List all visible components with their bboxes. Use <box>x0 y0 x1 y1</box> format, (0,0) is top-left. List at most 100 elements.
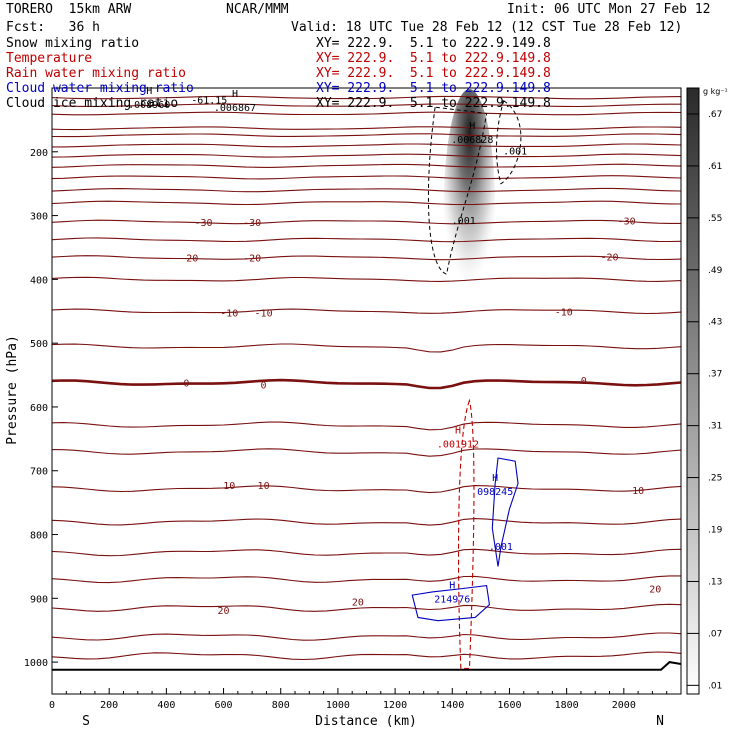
isotherm-line <box>52 111 681 116</box>
temperature-label: -20 <box>243 254 261 265</box>
snow-plume <box>443 89 496 335</box>
model-title: TORERO 15km ARW <box>6 2 132 17</box>
temperature-label: -20 <box>180 254 198 265</box>
colorbar-tick-label: .37 <box>708 370 722 380</box>
snow-contour <box>427 106 488 275</box>
x-tick-label: 0 <box>49 700 55 711</box>
y-tick-label: 700 <box>30 467 48 478</box>
isotherm-line <box>52 421 681 431</box>
init-time: Init: 06 UTC Mon 27 Feb 12 <box>507 2 711 17</box>
isotherm-line <box>52 143 681 148</box>
isotherm-line <box>52 153 681 158</box>
surface-line <box>52 661 681 671</box>
south-label: S <box>82 714 90 729</box>
isotherm-line <box>52 276 681 282</box>
isotherm-line <box>52 575 681 584</box>
forecast-hour: Fcst: 36 h <box>6 20 100 35</box>
temperature-label: 0 <box>183 379 189 390</box>
legend-cloud-ice-xy: XY= 222.9. 5.1 to 222.9.149.8 <box>316 96 551 111</box>
colorbar-tick-label: .31 <box>708 422 722 432</box>
rain-contour <box>457 398 475 670</box>
isotherm-line <box>52 255 681 261</box>
isotherm-line <box>52 378 681 390</box>
x-tick-label: 200 <box>100 700 118 711</box>
contour-labels: -30 -30 -30 -20 -20 -20 -10 -10 -10 0 0 0 10 10 10 20 20… <box>128 86 661 617</box>
x-tick-label: 2000 <box>612 700 636 711</box>
colorbar-tick-label: .07 <box>708 629 722 639</box>
isotherm-line <box>52 485 681 494</box>
colorbar-tick-label: .25 <box>708 474 722 484</box>
isotherm-line <box>52 95 681 100</box>
legend-temperature-xy: XY= 222.9. 5.1 to 222.9.149.8 <box>316 51 551 66</box>
org-title: NCAR/MMM <box>226 2 289 17</box>
isotherm-line <box>52 308 681 315</box>
temperature-label: -30 <box>195 218 213 229</box>
y-tick-label: 1000 <box>24 658 48 669</box>
colorbar-tick-label: .49 <box>708 266 723 276</box>
extremum-value: 214976 <box>434 594 470 605</box>
legend-temperature: Temperature <box>6 51 93 66</box>
y-tick-label: 200 <box>30 148 48 159</box>
isotherm-line <box>52 126 681 131</box>
temperature-label: 20 <box>218 606 230 617</box>
extremum-value: .006828 <box>451 135 493 146</box>
isotherm-line <box>52 175 681 180</box>
temperature-label: 10 <box>223 481 235 492</box>
x-tick-label: 1000 <box>326 700 350 711</box>
y-tick-label: 300 <box>30 212 48 223</box>
legend-rain: Rain water mixing ratio <box>6 66 187 81</box>
extremum-value: .001912 <box>437 439 479 450</box>
colorbar-tick-label: .55 <box>708 214 722 224</box>
isotherm-line <box>52 548 681 557</box>
temperature-label: 20 <box>352 598 364 609</box>
isotherm-line <box>52 651 681 661</box>
isotherm-line <box>52 219 681 225</box>
extremum-marker: H <box>449 580 455 591</box>
temperature-label: 20 <box>649 585 661 596</box>
colorbar-tick-label: .61 <box>708 162 722 172</box>
colorbar-ticks: .67 .61 .55 .49 .43 .37 .31 .25 .19 .13 .07 .01 <box>687 110 723 691</box>
mixing-ratio-contours <box>411 99 522 670</box>
y-tick-label: 400 <box>30 275 48 286</box>
isotherm-line <box>52 632 681 641</box>
x-tick-label: 600 <box>215 700 233 711</box>
isotherm-line <box>52 448 681 457</box>
y-axis-label: Pressure (hPa) <box>5 335 20 445</box>
legend-rain-xy: XY= 222.9. 5.1 to 222.9.149.8 <box>316 66 551 81</box>
x-tick-label: 1400 <box>440 700 464 711</box>
x-tick-label: 1800 <box>555 700 579 711</box>
extremum-value: .001 <box>452 216 476 227</box>
x-tick-label: 400 <box>157 700 175 711</box>
colorbar-tick-label: .19 <box>708 526 723 536</box>
ice-contour <box>496 99 522 185</box>
isotherm-line <box>52 603 681 612</box>
valid-time: Valid: 18 UTC Tue 28 Feb 12 (12 CST Tue … <box>291 20 683 35</box>
extremum-value: .008960 <box>128 100 170 111</box>
colorbar-unit: g kg⁻¹ <box>703 87 728 96</box>
x-tick-label: 800 <box>272 700 290 711</box>
legend-cloud-ice: Cloud ice mixing ratio <box>6 96 179 111</box>
x-tick-label: 1200 <box>383 700 407 711</box>
temperature-label: -30 <box>618 217 636 228</box>
temperature-label: -10 <box>255 309 273 320</box>
extremum-value: -61.15 <box>191 95 227 106</box>
colorbar-tick-label: .13 <box>708 577 722 587</box>
snow-mixing-shading <box>443 89 496 335</box>
colorbar-tick-label: .43 <box>708 318 722 328</box>
y-tick-label: 500 <box>30 339 48 350</box>
extremum-marker: H <box>469 121 475 132</box>
isotherm-line <box>52 187 681 193</box>
temperature-label: 10 <box>258 481 270 492</box>
legend-snow-xy: XY= 222.9. 5.1 to 222.9.149.8 <box>316 36 551 51</box>
extremum-marker: H <box>455 425 461 436</box>
y-tick-label: 600 <box>30 403 48 414</box>
colorbar <box>686 87 700 695</box>
temperature-label: 0 <box>581 376 587 387</box>
extremum-marker: H <box>232 89 238 100</box>
isotherm-line <box>52 133 681 138</box>
isotherm-line <box>52 103 681 108</box>
x-axis-label: Distance (km) <box>315 714 417 729</box>
colorbar-tick-label: .01 <box>708 681 722 691</box>
extremum-marker: H <box>146 86 152 97</box>
